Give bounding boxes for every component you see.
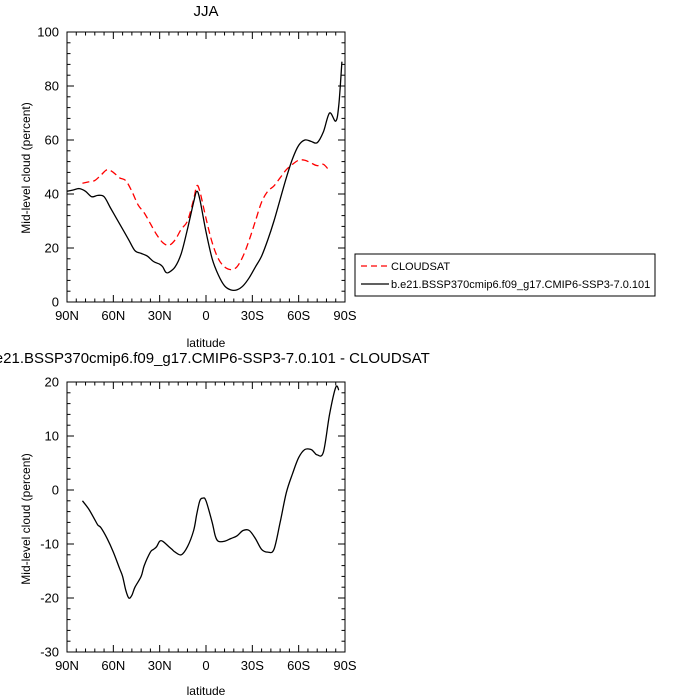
x-tick-label: 90S <box>333 658 356 673</box>
legend-box <box>354 253 656 297</box>
y-tick-label: 20 <box>45 375 59 390</box>
y-tick-label: 40 <box>45 187 59 202</box>
plot-frame <box>66 381 346 653</box>
x-tick-label: 90N <box>55 308 79 323</box>
x-tick-label: 90N <box>55 658 79 673</box>
series-line-difference <box>81 385 340 599</box>
chart-title: JJA <box>193 3 218 20</box>
axes: 90N 60N 30N 0 30S 60S 90S 0 20 40 60 80 100 <box>37 25 357 324</box>
y-axis-title: Mid-level cloud (percent) <box>19 102 33 233</box>
x-tick-label: 30N <box>148 658 172 673</box>
x-tick-label: 0 <box>202 308 209 323</box>
x-tick-label: 30S <box>241 658 264 673</box>
y-tick-label: 20 <box>45 241 59 256</box>
x-tick-label: 30S <box>241 308 264 323</box>
x-tick-label: 60N <box>101 658 125 673</box>
legend: CLOUDSAT b.e21.BSSP370cmip6.f09_g17.CMIP… <box>354 253 656 297</box>
chart-panel-bottom: b.e21.BSSP370cmip6.f09_g17.CMIP6-SSP3-7.… <box>0 350 430 698</box>
series-line-model <box>66 61 343 292</box>
chart-title-bottom: b.e21.BSSP370cmip6.f09_g17.CMIP6-SSP3-7.… <box>0 350 430 367</box>
legend-label-model: b.e21.BSSP370cmip6.f09_g17.CMIP6-SSP3-7.… <box>391 279 650 291</box>
x-axis-title-bottom: latitude <box>187 684 226 698</box>
y-tick-label: -30 <box>40 645 59 660</box>
x-tick-label: 90S <box>333 308 356 323</box>
y-tick-label: -10 <box>40 537 59 552</box>
y-tick-label: -20 <box>40 591 59 606</box>
x-tick-label: 60S <box>287 658 310 673</box>
x-tick-label: 60N <box>101 308 125 323</box>
y-tick-label: 60 <box>45 133 59 148</box>
y-tick-label: 100 <box>37 25 59 40</box>
x-axis-title: latitude <box>187 336 226 350</box>
series-layer <box>66 61 343 292</box>
x-tick-label: 30N <box>148 308 172 323</box>
chart-panel-top: JJA 90N 60N 30N 0 30S 60S 90S 0 20 40 60 80 100 lati… <box>19 3 357 350</box>
y-axis-title-bottom: Mid-level cloud (percent) <box>19 453 33 584</box>
y-tick-label: 10 <box>45 429 59 444</box>
y-tick-label: 80 <box>45 79 59 94</box>
series-layer <box>81 385 340 599</box>
x-tick-label: 0 <box>202 658 209 673</box>
axes: 90N 60N 30N 0 30S 60S 90S -30 -20 -10 0 10 20 <box>40 375 357 674</box>
y-tick-label: 0 <box>52 483 59 498</box>
series-line-cloudsat <box>82 159 331 271</box>
plot-frame <box>66 31 346 303</box>
x-tick-label: 60S <box>287 308 310 323</box>
legend-label-cloudsat: CLOUDSAT <box>391 261 450 273</box>
y-tick-label: 0 <box>52 295 59 310</box>
